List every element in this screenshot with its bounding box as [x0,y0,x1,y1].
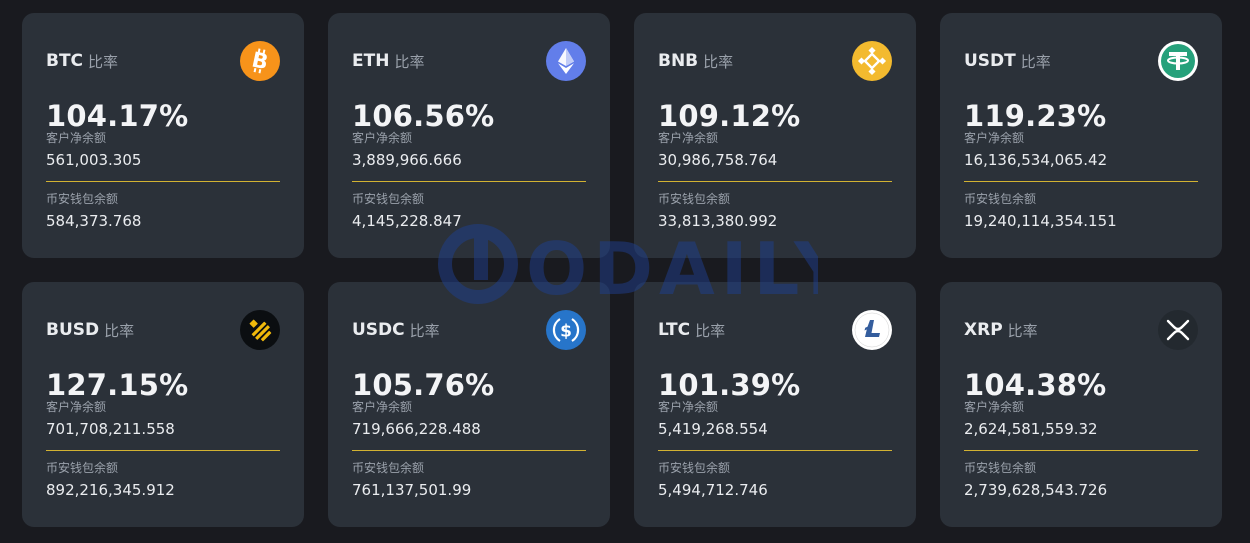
ratio-value: 127.15% [46,368,189,402]
customer-balance-value: 561,003.305 [46,151,142,169]
asset-symbol: USDC [352,320,405,340]
divider [46,181,280,182]
customer-balance-label: 客户净余额 [352,131,413,145]
svg-text:B: B [250,48,271,75]
ratio-label: 比率 [703,52,734,71]
ratio-label: 比率 [394,52,425,71]
wallet-balance-label: 币安钱包余额 [964,192,1037,206]
bnb-icon [852,41,892,81]
card-header: ETH 比率 [352,41,586,81]
btc-icon: B [240,41,280,81]
customer-balance-value: 2,624,581,559.32 [964,420,1098,438]
ratio-label: 比率 [88,52,119,71]
svg-text:$: $ [560,322,572,342]
ratio-value: 104.38% [964,368,1107,402]
ratio-label: 比率 [695,321,726,340]
ltc-icon [852,310,892,350]
usdt-icon [1158,41,1198,81]
customer-balance-label: 客户净余额 [658,400,719,414]
ratio-label: 比率 [1020,52,1051,71]
ratio-value: 119.23% [964,99,1107,133]
wallet-balance-value: 761,137,501.99 [352,481,472,499]
asset-symbol: XRP [964,320,1003,340]
customer-balance-value: 30,986,758.764 [658,151,778,169]
card-header: XRP 比率 [964,310,1198,350]
divider [964,181,1198,182]
card-header: BTC 比率 B [46,41,280,81]
card-xrp: XRP 比率 104.38% 客户净余额 2,624,581,559.32 币安… [940,282,1222,527]
customer-balance-label: 客户净余额 [964,400,1025,414]
card-usdt: USDT 比率 119.23% 客户净余额 16,136,534,065.42 … [940,13,1222,258]
card-busd: BUSD 比率 127.15% 客户净余额 701,708,211.558 币安… [22,282,304,527]
customer-balance-value: 719,666,228.488 [352,420,481,438]
divider [658,181,892,182]
customer-balance-value: 5,419,268.554 [658,420,768,438]
card-header: USDC 比率 $ [352,310,586,350]
divider [46,450,280,451]
xrp-icon [1158,310,1198,350]
card-header: LTC 比率 [658,310,892,350]
ratio-label: 比率 [104,321,135,340]
divider [658,450,892,451]
card-header: BUSD 比率 [46,310,280,350]
busd-icon [240,310,280,350]
wallet-balance-label: 币安钱包余额 [658,461,731,475]
ratio-value: 109.12% [658,99,801,133]
ratio-value: 106.56% [352,99,495,133]
card-eth: ETH 比率 106.56% 客户净余额 3,889,966.666 币安钱包余… [328,13,610,258]
card-usdc: USDC 比率 $ 105.76% 客户净余额 719,666,228.488 … [328,282,610,527]
customer-balance-value: 701,708,211.558 [46,420,175,438]
card-bnb: BNB 比率 109.12% 客户净余额 30,986,758.764 [634,13,916,258]
divider [352,450,586,451]
ratio-label: 比率 [1007,321,1038,340]
wallet-balance-value: 584,373.768 [46,212,142,230]
wallet-balance-label: 币安钱包余额 [46,192,119,206]
wallet-balance-label: 币安钱包余额 [964,461,1037,475]
customer-balance-label: 客户净余额 [964,131,1025,145]
card-header: BNB 比率 [658,41,892,81]
ratio-value: 101.39% [658,368,801,402]
wallet-balance-label: 币安钱包余额 [352,461,425,475]
customer-balance-label: 客户净余额 [46,131,107,145]
wallet-balance-label: 币安钱包余额 [352,192,425,206]
asset-symbol: LTC [658,320,691,340]
wallet-balance-label: 币安钱包余额 [46,461,119,475]
divider [352,181,586,182]
customer-balance-value: 16,136,534,065.42 [964,151,1108,169]
ratio-label: 比率 [409,321,440,340]
wallet-balance-value: 19,240,114,354.151 [964,212,1117,230]
wallet-balance-value: 4,145,228.847 [352,212,462,230]
eth-icon [546,41,586,81]
customer-balance-label: 客户净余额 [46,400,107,414]
asset-symbol: BTC [46,51,84,71]
wallet-balance-value: 33,813,380.992 [658,212,778,230]
asset-symbol: BUSD [46,320,100,340]
card-ltc: LTC 比率 101.39% 客户净余额 5,419,268.554 币安钱包余… [634,282,916,527]
usdc-icon: $ [546,310,586,350]
divider [964,450,1198,451]
card-header: USDT 比率 [964,41,1198,81]
asset-symbol: BNB [658,51,699,71]
card-btc: BTC 比率 B 104.17% 客户净余额 561,003.305 币安钱包余… [22,13,304,258]
customer-balance-label: 客户净余额 [352,400,413,414]
wallet-balance-value: 2,739,628,543.726 [964,481,1108,499]
asset-symbol: USDT [964,51,1016,71]
ratio-value: 105.76% [352,368,495,402]
customer-balance-label: 客户净余额 [658,131,719,145]
asset-symbol: ETH [352,51,390,71]
customer-balance-value: 3,889,966.666 [352,151,462,169]
wallet-balance-value: 5,494,712.746 [658,481,768,499]
reserve-ratio-grid: BTC 比率 B 104.17% 客户净余额 561,003.305 币安钱包余… [22,13,1222,527]
wallet-balance-value: 892,216,345.912 [46,481,175,499]
ratio-value: 104.17% [46,99,189,133]
wallet-balance-label: 币安钱包余额 [658,192,731,206]
